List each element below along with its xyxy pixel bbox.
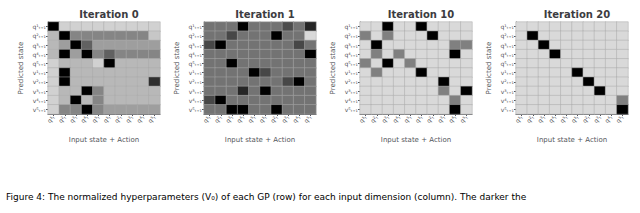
- svg-text:q⁵ₜ: q⁵ₜ: [558, 113, 569, 124]
- svg-text:q²ₜ₊₁: q²ₜ₊₁: [188, 32, 202, 40]
- svg-text:q²ₜ₊₁: q²ₜ₊₁: [344, 32, 358, 40]
- svg-text:q⁴ₜ: q⁴ₜ: [447, 113, 458, 124]
- svg-text:v³ₜ₊₁: v³ₜ₊₁: [501, 88, 515, 95]
- svg-text:q²ₜ: q²ₜ: [213, 113, 224, 124]
- svg-text:q³ₜ₊₁: q³ₜ₊₁: [188, 42, 202, 50]
- svg-text:Iteration 0: Iteration 0: [79, 9, 139, 20]
- svg-text:v¹ₜ₊₁: v¹ₜ₊₁: [33, 69, 47, 76]
- svg-text:q⁵ₜ₊₁: q⁵ₜ₊₁: [500, 60, 514, 68]
- svg-text:v⁴ₜ₊₁: v⁴ₜ₊₁: [33, 97, 47, 104]
- svg-text:Predicted state: Predicted state: [485, 42, 493, 95]
- svg-text:v⁵ₜ₊₁: v⁵ₜ₊₁: [33, 106, 47, 113]
- svg-text:v⁵ₜ₊₁: v⁵ₜ₊₁: [345, 106, 359, 113]
- svg-text:Predicted state: Predicted state: [329, 42, 337, 95]
- svg-text:q¹ₜ: q¹ₜ: [413, 113, 424, 124]
- svg-text:q⁴ₜ: q⁴ₜ: [79, 113, 90, 124]
- svg-text:q⁵ₜ: q⁵ₜ: [246, 113, 257, 124]
- svg-text:Input state + Action: Input state + Action: [381, 136, 451, 144]
- svg-text:q⁵ₜ₊₁: q⁵ₜ₊₁: [344, 60, 358, 68]
- svg-text:Input state + Action: Input state + Action: [537, 136, 607, 144]
- svg-text:q³ₜ: q³ₜ: [224, 113, 235, 124]
- svg-text:v³ₜ₊₁: v³ₜ₊₁: [189, 88, 203, 95]
- svg-text:q⁵ₜ: q⁵ₜ: [458, 113, 469, 124]
- svg-text:q¹ₜ₊₁: q¹ₜ₊₁: [344, 23, 358, 31]
- svg-text:q³ₜ: q³ₜ: [124, 113, 135, 124]
- svg-text:q²ₜ: q²ₜ: [57, 113, 68, 124]
- svg-text:q²ₜ: q²ₜ: [525, 113, 536, 124]
- svg-text:v²ₜ₊₁: v²ₜ₊₁: [501, 78, 515, 85]
- svg-text:v¹ₜ₊₁: v¹ₜ₊₁: [501, 69, 515, 76]
- svg-text:q⁴ₜ: q⁴ₜ: [391, 113, 402, 124]
- svg-text:q⁵ₜ: q⁵ₜ: [614, 113, 625, 124]
- svg-text:q⁴ₜ₊₁: q⁴ₜ₊₁: [32, 51, 46, 59]
- svg-text:q¹ₜ: q¹ₜ: [513, 113, 524, 124]
- svg-text:Predicted state: Predicted state: [173, 42, 181, 95]
- svg-text:q³ₜ: q³ₜ: [536, 113, 547, 124]
- svg-text:q¹ₜ: q¹ₜ: [201, 113, 212, 124]
- svg-text:q¹ₜ₊₁: q¹ₜ₊₁: [32, 23, 46, 31]
- svg-text:v⁵ₜ₊₁: v⁵ₜ₊₁: [501, 106, 515, 113]
- svg-text:Iteration 10: Iteration 10: [388, 9, 455, 20]
- svg-text:q²ₜ: q²ₜ: [269, 113, 280, 124]
- svg-text:q⁴ₜ: q⁴ₜ: [235, 113, 246, 124]
- svg-text:q⁵ₜ₊₁: q⁵ₜ₊₁: [32, 60, 46, 68]
- svg-text:q⁵ₜ: q⁵ₜ: [302, 113, 313, 124]
- svg-text:q⁵ₜ₊₁: q⁵ₜ₊₁: [188, 60, 202, 68]
- svg-text:Input state + Action: Input state + Action: [225, 136, 295, 144]
- svg-text:q⁴ₜ: q⁴ₜ: [547, 113, 558, 124]
- svg-text:Iteration 1: Iteration 1: [235, 9, 295, 20]
- svg-text:q⁴ₜ: q⁴ₜ: [291, 113, 302, 124]
- svg-text:v³ₜ₊₁: v³ₜ₊₁: [33, 88, 47, 95]
- svg-text:q³ₜ: q³ₜ: [68, 113, 79, 124]
- svg-text:q⁴ₜ₊₁: q⁴ₜ₊₁: [344, 51, 358, 59]
- svg-text:v¹ₜ₊₁: v¹ₜ₊₁: [345, 69, 359, 76]
- svg-text:q²ₜ₊₁: q²ₜ₊₁: [500, 32, 514, 40]
- svg-text:q⁵ₜ: q⁵ₜ: [402, 113, 413, 124]
- svg-text:q¹ₜ: q¹ₜ: [569, 113, 580, 124]
- svg-text:v⁴ₜ₊₁: v⁴ₜ₊₁: [189, 97, 203, 104]
- svg-text:Predicted state: Predicted state: [17, 42, 25, 95]
- svg-text:Iteration 20: Iteration 20: [544, 9, 611, 20]
- svg-text:q¹ₜ: q¹ₜ: [257, 113, 268, 124]
- svg-text:q³ₜ₊₁: q³ₜ₊₁: [32, 42, 46, 50]
- svg-text:q³ₜ: q³ₜ: [280, 113, 291, 124]
- svg-text:q⁴ₜ: q⁴ₜ: [135, 113, 146, 124]
- svg-text:Figure 4: The normalized hyper: Figure 4: The normalized hyperparameters…: [6, 192, 527, 202]
- svg-text:q⁵ₜ: q⁵ₜ: [90, 113, 101, 124]
- svg-text:q¹ₜ₊₁: q¹ₜ₊₁: [500, 23, 514, 31]
- svg-text:q³ₜ: q³ₜ: [380, 113, 391, 124]
- svg-text:q²ₜ: q²ₜ: [113, 113, 124, 124]
- svg-text:v²ₜ₊₁: v²ₜ₊₁: [189, 78, 203, 85]
- svg-text:q³ₜ: q³ₜ: [436, 113, 447, 124]
- svg-text:v⁵ₜ₊₁: v⁵ₜ₊₁: [189, 106, 203, 113]
- svg-text:Input state + Action: Input state + Action: [69, 136, 139, 144]
- svg-text:q³ₜ: q³ₜ: [592, 113, 603, 124]
- svg-text:v³ₜ₊₁: v³ₜ₊₁: [345, 88, 359, 95]
- svg-text:v⁴ₜ₊₁: v⁴ₜ₊₁: [501, 97, 515, 104]
- svg-text:q⁵ₜ: q⁵ₜ: [146, 113, 157, 124]
- svg-text:q²ₜ₊₁: q²ₜ₊₁: [32, 32, 46, 40]
- svg-text:q²ₜ: q²ₜ: [425, 113, 436, 124]
- svg-text:q¹ₜ: q¹ₜ: [45, 113, 56, 124]
- svg-text:q¹ₜ: q¹ₜ: [101, 113, 112, 124]
- svg-text:q²ₜ: q²ₜ: [369, 113, 380, 124]
- svg-text:q⁴ₜ₊₁: q⁴ₜ₊₁: [188, 51, 202, 59]
- svg-text:q²ₜ: q²ₜ: [581, 113, 592, 124]
- svg-text:v¹ₜ₊₁: v¹ₜ₊₁: [189, 69, 203, 76]
- svg-text:v⁴ₜ₊₁: v⁴ₜ₊₁: [345, 97, 359, 104]
- svg-text:v²ₜ₊₁: v²ₜ₊₁: [345, 78, 359, 85]
- svg-text:q⁴ₜ: q⁴ₜ: [603, 113, 614, 124]
- svg-text:q¹ₜ₊₁: q¹ₜ₊₁: [188, 23, 202, 31]
- svg-text:q³ₜ₊₁: q³ₜ₊₁: [500, 42, 514, 50]
- svg-text:q³ₜ₊₁: q³ₜ₊₁: [344, 42, 358, 50]
- svg-text:q¹ₜ: q¹ₜ: [357, 113, 368, 124]
- svg-text:v²ₜ₊₁: v²ₜ₊₁: [33, 78, 47, 85]
- svg-text:q⁴ₜ₊₁: q⁴ₜ₊₁: [500, 51, 514, 59]
